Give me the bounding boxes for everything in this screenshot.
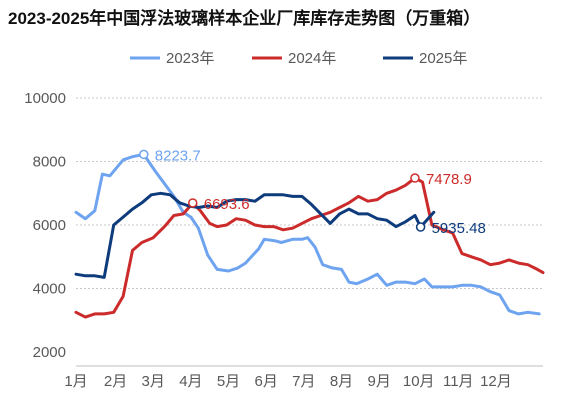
series-line-2024年 — [74, 176, 545, 319]
legend-label: 2024年 — [288, 50, 336, 67]
legend-label: 2025年 — [419, 50, 467, 67]
data-label: 5935.48 — [432, 220, 486, 237]
x-tick-label: 7月 — [292, 373, 315, 390]
data-label: 6693.6 — [204, 196, 250, 213]
data-point-marker — [410, 173, 420, 183]
x-axis-ticks: 1月 2月 3月 4月 5月 6月 7月 8月 9月 10月 11月 12月 — [64, 373, 511, 390]
x-tick-label: 9月 — [368, 373, 391, 390]
y-tick-label: 6000 — [33, 217, 66, 234]
data-labels: 8223.7 6693.6 7478.9 5935.48 — [139, 147, 486, 237]
data-point-marker — [139, 149, 149, 160]
legend: 2023年 2024年 2025年 — [130, 50, 467, 67]
y-tick-label: 2000 — [33, 344, 66, 361]
x-tick-label: 10月 — [403, 373, 435, 390]
data-label: 7478.9 — [426, 171, 472, 188]
y-tick-label: 8000 — [33, 154, 66, 171]
x-tick-label: 12月 — [480, 373, 512, 390]
x-tick-label: 1月 — [64, 373, 87, 390]
series-line-2025年 — [74, 191, 436, 279]
data-point-marker — [188, 198, 198, 208]
grid-lines — [76, 97, 543, 289]
y-tick-label: 4000 — [33, 281, 66, 298]
x-tick-label: 4月 — [179, 373, 202, 390]
x-tick-label: 5月 — [217, 373, 240, 390]
legend-label: 2023年 — [166, 50, 214, 67]
series-lines — [74, 152, 545, 319]
x-tick-label: 6月 — [255, 373, 278, 390]
x-tick-label: 3月 — [142, 373, 165, 390]
chart-title: 2023-2025年中国浮法玻璃样本企业厂库库存走势图（万重箱） — [8, 9, 481, 28]
y-axis-ticks: 2000 4000 6000 8000 10000 — [24, 90, 66, 361]
data-label: 8223.7 — [155, 147, 201, 164]
series-line-2023年 — [74, 152, 541, 316]
x-tick-label: 11月 — [443, 373, 474, 390]
x-tick-label: 8月 — [330, 373, 353, 390]
y-tick-label: 10000 — [24, 90, 66, 107]
x-tick-label: 2月 — [104, 373, 127, 390]
data-point-marker — [415, 222, 426, 232]
